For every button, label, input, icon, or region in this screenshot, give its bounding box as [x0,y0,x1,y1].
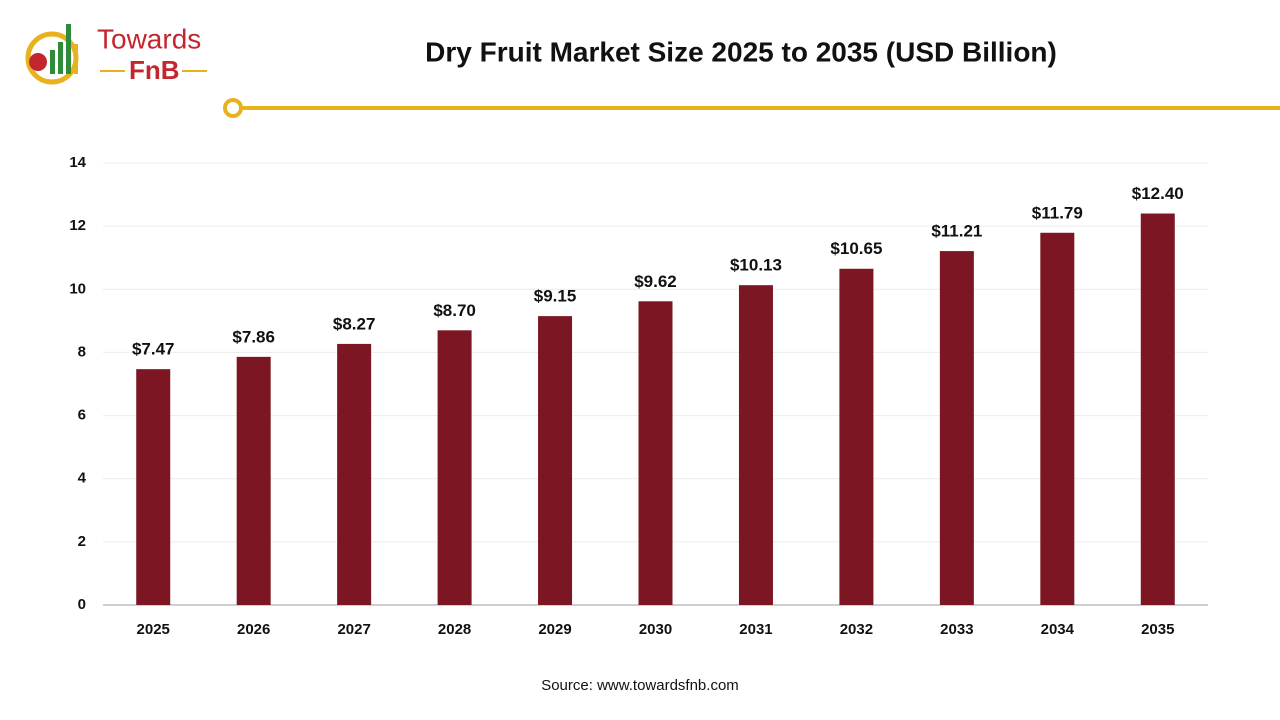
bar [638,301,673,605]
value-label: $11.79 [1032,203,1083,222]
x-tick-label: 2029 [538,621,571,638]
x-tick-label: 2027 [337,621,370,638]
logo-bar [66,24,71,74]
bar [538,316,573,605]
value-label: $12.40 [1132,184,1184,203]
x-tick-label: 2028 [438,621,471,638]
x-tick-label: 2034 [1041,621,1075,638]
x-tick-label: 2026 [237,621,270,638]
x-tick-label: 2025 [137,621,170,638]
logo-bar [58,42,63,74]
value-label: $7.47 [132,340,175,359]
y-tick-label: 8 [78,343,86,360]
y-tick-label: 12 [69,217,86,234]
logo-bar [50,50,55,74]
bar [839,268,874,605]
x-tick-label: 2032 [840,621,873,638]
y-tick-label: 6 [78,407,86,424]
x-tick-label: 2030 [639,621,672,638]
x-tick-label: 2035 [1141,621,1174,638]
y-tick-label: 0 [78,596,86,613]
bar [236,356,271,605]
bar [337,343,372,605]
value-label: $10.13 [730,256,782,275]
source: Source: www.towardsfnb.com [541,677,739,694]
y-tick-label: 14 [69,154,86,171]
bar [136,369,171,605]
value-label: $9.62 [634,272,677,291]
bar [738,285,773,605]
bar [939,251,974,605]
logo: Towards FnB [25,23,207,85]
value-label: $8.27 [333,314,376,333]
title-rule-dot [223,98,243,118]
y-tick-label: 2 [78,533,86,550]
bar [437,330,472,605]
y-tick-label: 10 [69,280,86,297]
value-label: $8.70 [433,301,476,320]
bar [1140,213,1175,605]
value-label: $7.86 [232,327,275,346]
x-tick-label: 2033 [940,621,973,638]
y-tick-label: 4 [78,470,87,487]
value-label: $9.15 [534,287,577,306]
x-tick-label: 2031 [739,621,772,638]
chart-title: Dry Fruit Market Size 2025 to 2035 (USD … [425,36,1057,67]
value-label: $11.21 [931,222,982,241]
logo-apple [29,53,47,71]
logo-fork [74,44,78,74]
logo-text: FnB [129,55,180,85]
logo-text: Towards [97,23,201,54]
bar [1040,232,1075,605]
value-label: $10.65 [830,239,882,258]
